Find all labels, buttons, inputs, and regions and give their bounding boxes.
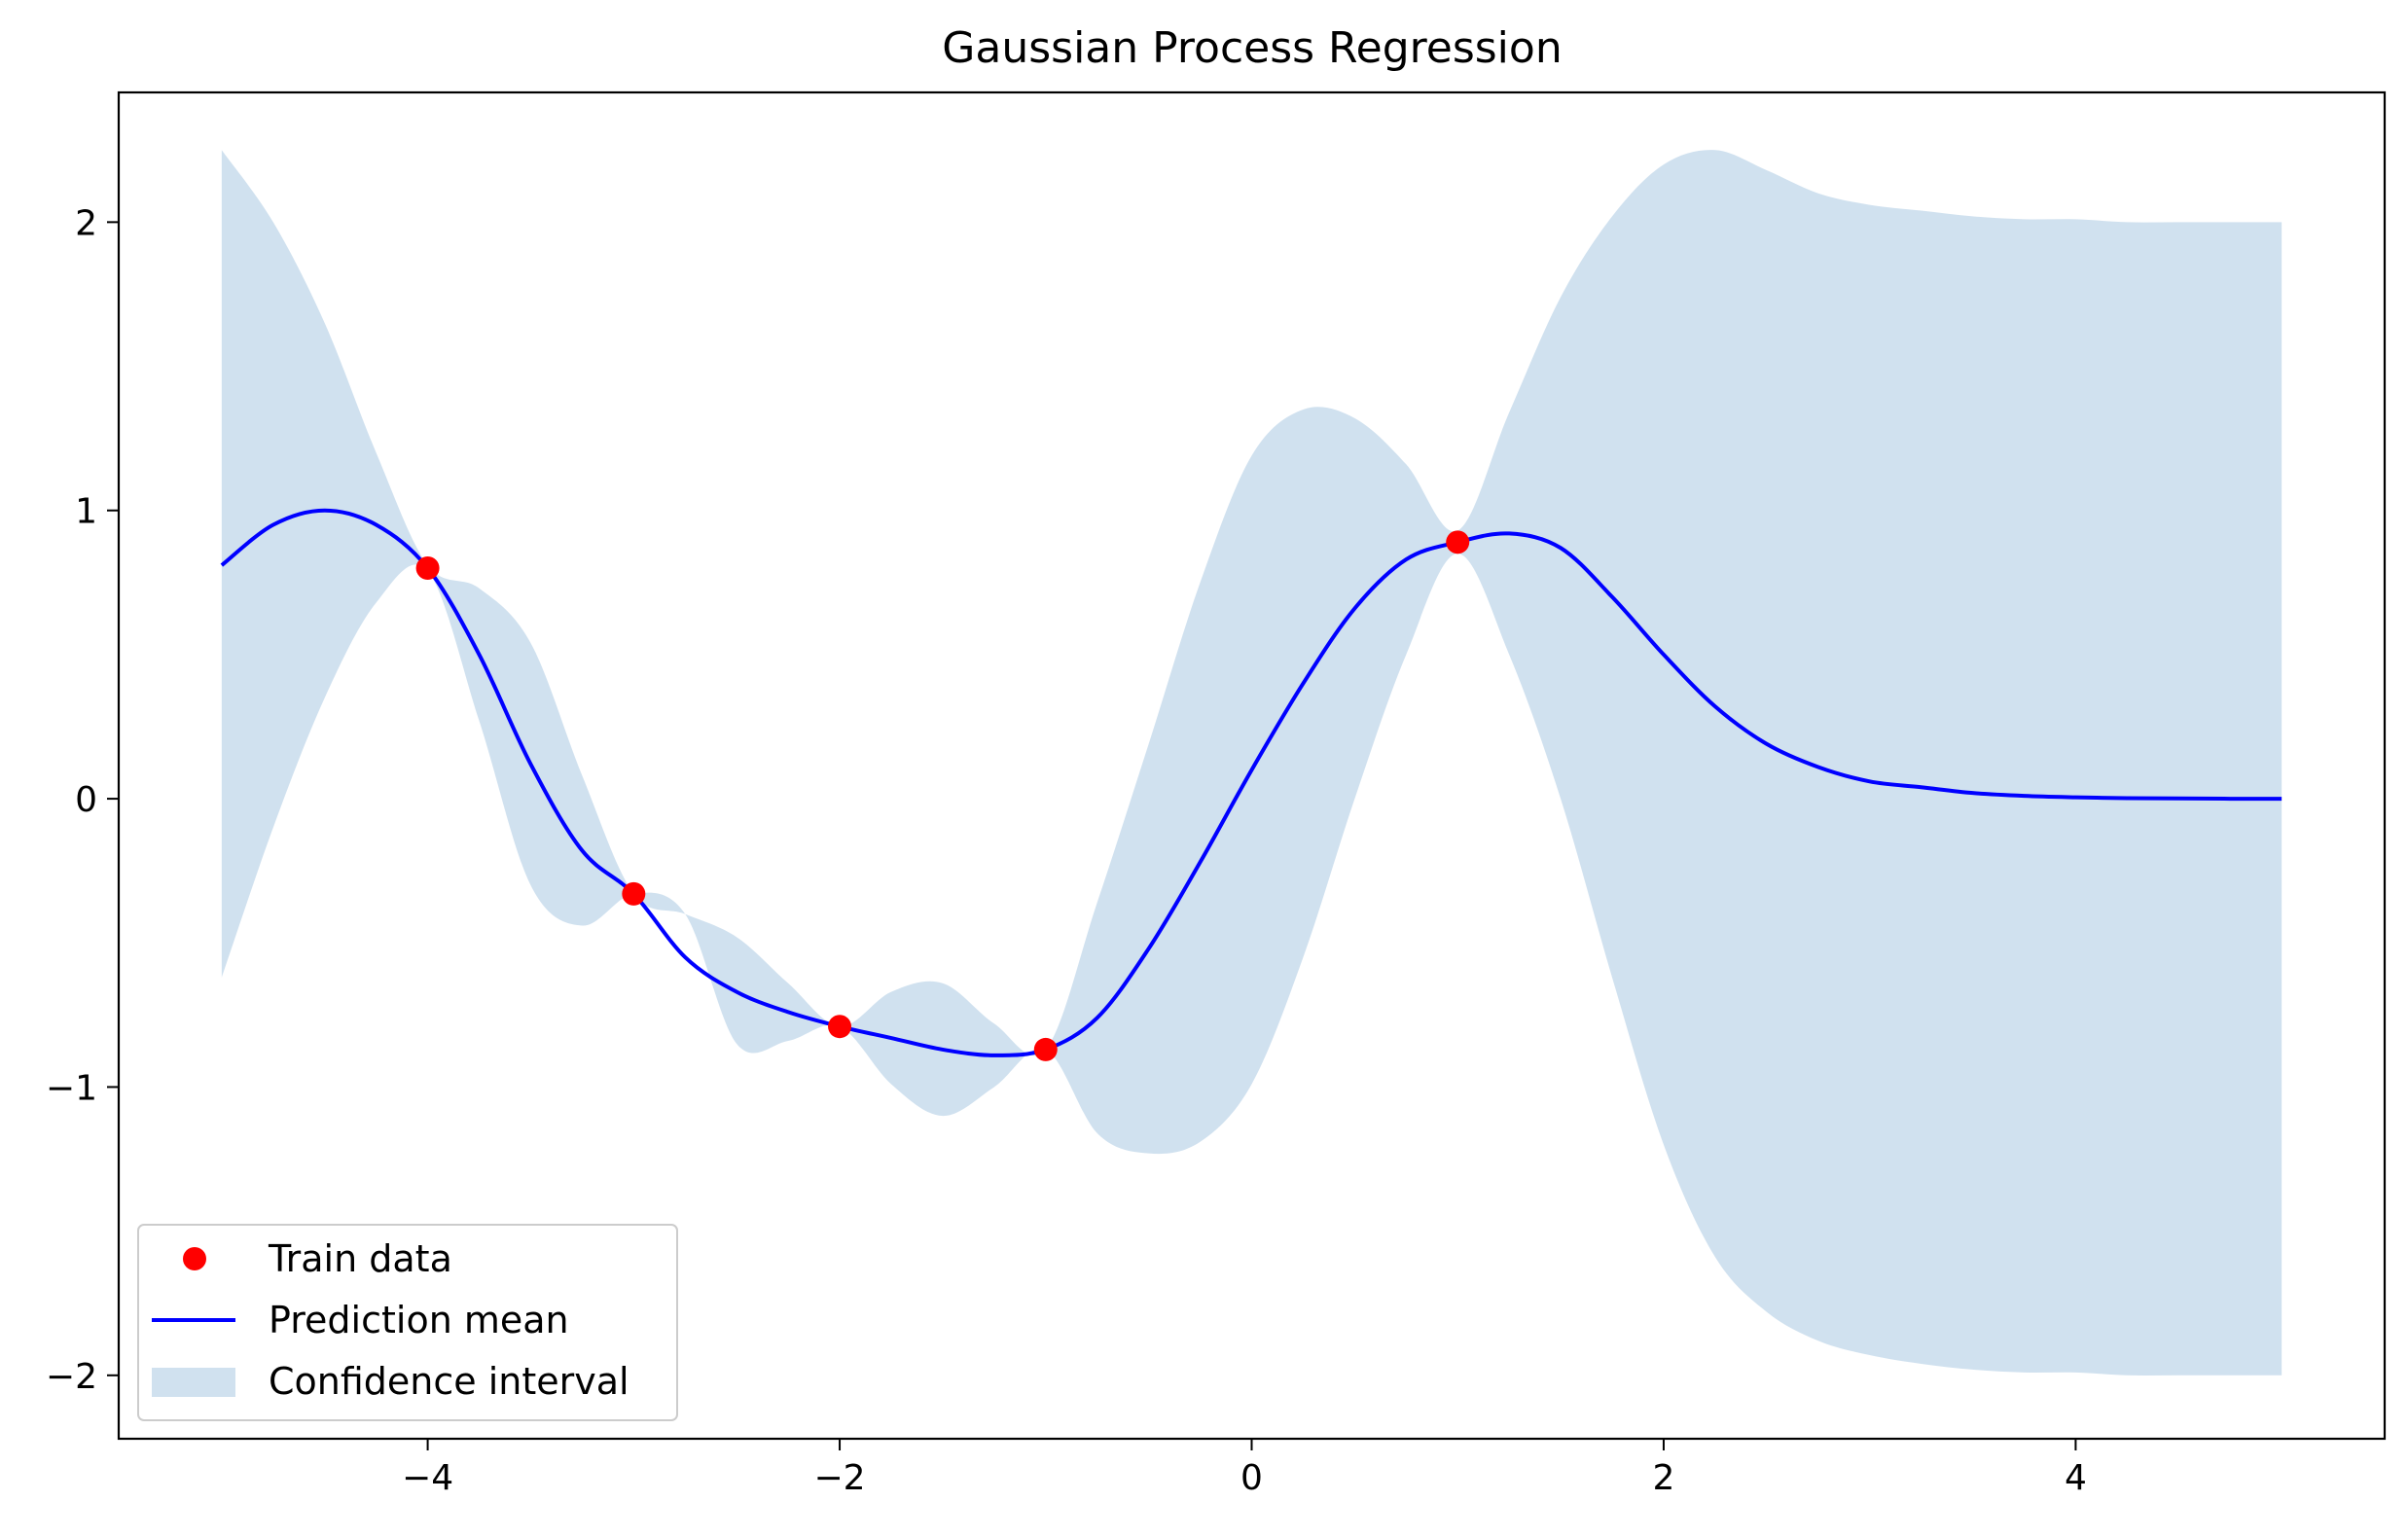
train-data-points [415,530,1470,1061]
train-data-point [415,555,440,580]
train-data-point [828,1015,852,1039]
legend-train-label: Train data [268,1237,452,1280]
x-tick-label: −2 [814,1458,866,1498]
y-tick-label: −2 [46,1357,97,1397]
x-tick-label: 4 [2065,1458,2087,1498]
y-tick-label: 0 [75,780,97,820]
train-data-point [1033,1037,1058,1061]
x-tick-label: 2 [1653,1458,1675,1498]
train-data-point [622,881,646,906]
y-tick-label: 2 [75,203,97,243]
legend: Train data Prediction mean Confidence in… [137,1224,678,1421]
prediction-mean-line [220,508,2282,1057]
legend-train-marker [183,1247,206,1270]
legend-ci-label: Confidence interval [269,1360,629,1403]
train-data-point [1446,530,1470,554]
y-tick-label: −1 [46,1068,97,1108]
chart-title: Gaussian Process Regression [942,23,1562,73]
axes-frame [117,90,2387,1441]
x-tick-label: −4 [402,1458,453,1498]
legend-box [137,1224,678,1421]
x-axis-ticks: −4 −2 0 2 4 [402,1439,2087,1498]
legend-ci-swatch [152,1368,235,1397]
confidence-interval-band [221,150,2282,1376]
legend-mean-label: Prediction mean [269,1299,569,1341]
y-tick-label: 1 [75,492,97,532]
y-axis-ticks: −2 −1 0 1 2 [46,203,119,1397]
x-tick-label: 0 [1240,1458,1263,1498]
plot-area [220,150,2282,1376]
